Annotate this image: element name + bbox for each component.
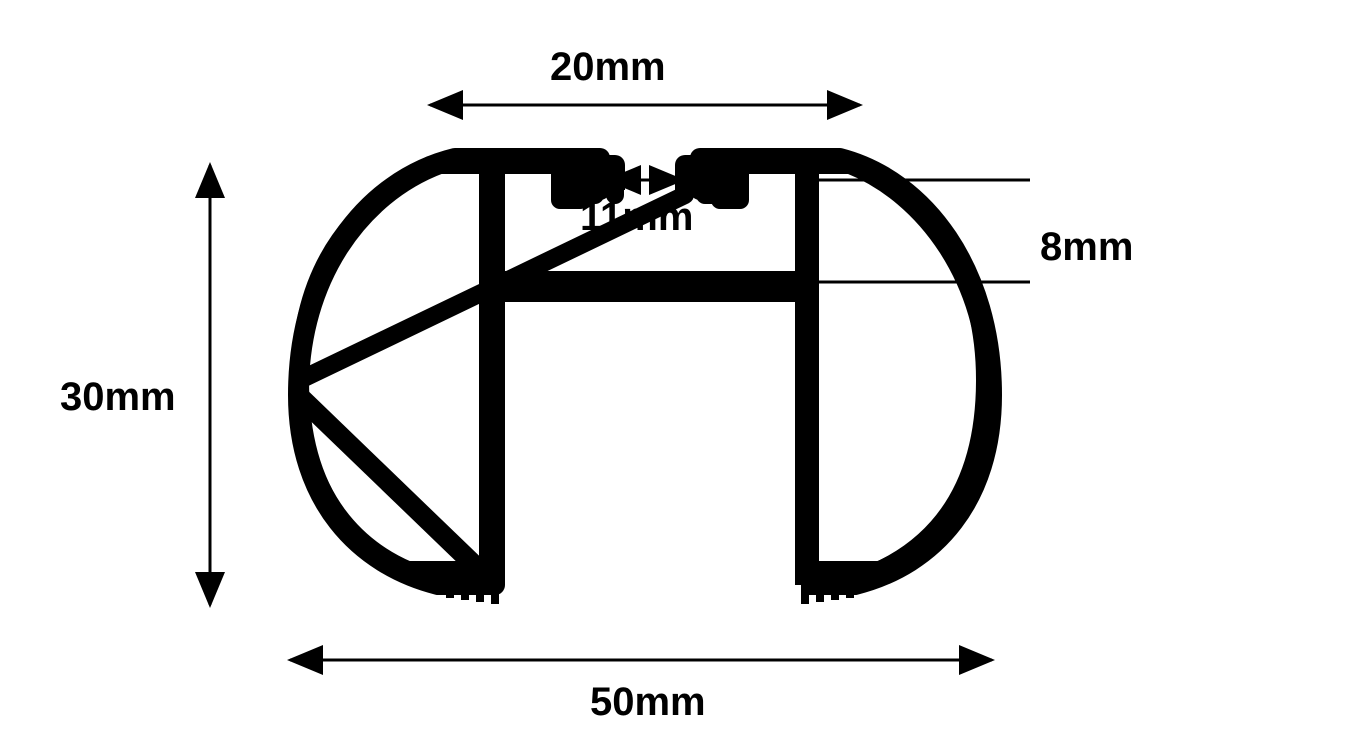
- feet-ribs: [450, 580, 850, 604]
- diagram-svg: [0, 0, 1371, 748]
- profile-shape: [300, 165, 988, 580]
- diagram-container: 20mm 11mm 8mm 30mm 50mm: [0, 0, 1371, 748]
